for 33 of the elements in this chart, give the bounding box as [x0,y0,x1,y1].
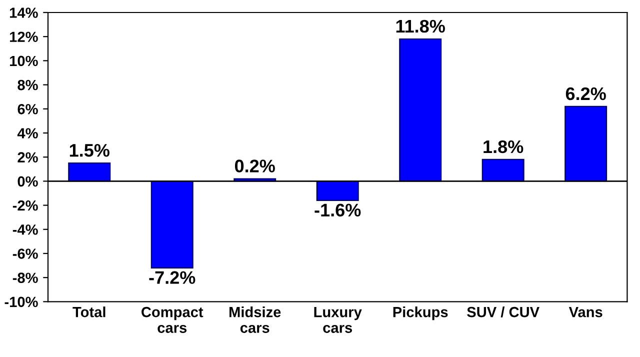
x-tick-label: Midsize cars [230,306,281,333]
bar [399,38,442,182]
x-tick-label: Compact cars [142,306,204,333]
data-label: 11.8% [396,20,445,33]
y-tick-label: -8% [12,272,38,283]
y-tick-label: 0% [18,176,38,187]
bar [150,180,194,268]
data-label: -7.2% [149,271,196,284]
data-label: 1.8% [484,140,524,154]
x-tick-label: Vans [568,307,602,318]
data-label: -1.6% [314,204,361,216]
x-tick-label: Pickups [393,306,448,320]
y-tick-label: -4% [12,224,38,235]
y-tick-label: 10% [10,56,38,66]
y-tick-label: 6% [18,104,38,114]
x-tick-label: Total [72,306,106,318]
bar [564,106,608,182]
x-tick-label: Luxury cars [314,307,362,333]
y-tick-label: 12% [10,32,38,42]
bar [316,180,359,202]
data-label: 6.2% [566,87,606,100]
y-tick-label: -2% [12,200,38,211]
y-tick-label: 2% [18,152,38,162]
y-tick-label: 14% [10,8,38,18]
data-label: 0.2% [234,160,275,172]
bar [68,162,111,182]
y-tick-label: -6% [12,248,38,259]
y-tick-label: 4% [17,128,38,138]
bar [482,158,524,182]
data-label: 1.5% [70,144,110,157]
y-tick-label: 8% [18,80,38,90]
x-tick-label: SUV / CUV [467,306,540,318]
y-tick-label: -10% [4,296,38,308]
